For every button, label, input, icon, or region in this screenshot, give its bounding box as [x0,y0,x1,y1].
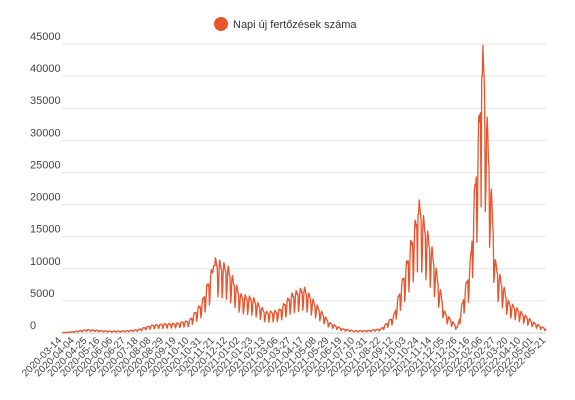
y-tick-label: 5000 [30,288,54,300]
y-tick-label: 40000 [30,63,61,75]
plot-area [61,44,547,334]
y-tick-label: 35000 [30,95,61,107]
legend-marker [214,17,228,31]
y-tick-label: 15000 [30,224,61,236]
y-tick-label: 10000 [30,256,61,268]
series-line [61,44,547,334]
x-axis: 2020-03-142020-04-042020-04-252020-05-16… [20,335,548,379]
y-axis: 0 5000 10000 15000 20000 25000 30000 35000 40000… [30,31,61,332]
legend[interactable]: Napi új fertőzések száma [214,17,357,31]
grid [62,43,546,334]
y-tick-label: 45000 [30,31,61,43]
y-tick-label: 0 [30,320,36,332]
legend-label: Napi új fertőzések száma [233,19,357,31]
y-tick-label: 25000 [30,159,61,171]
y-tick-label: 20000 [30,192,61,204]
y-tick-label: 30000 [30,127,61,139]
